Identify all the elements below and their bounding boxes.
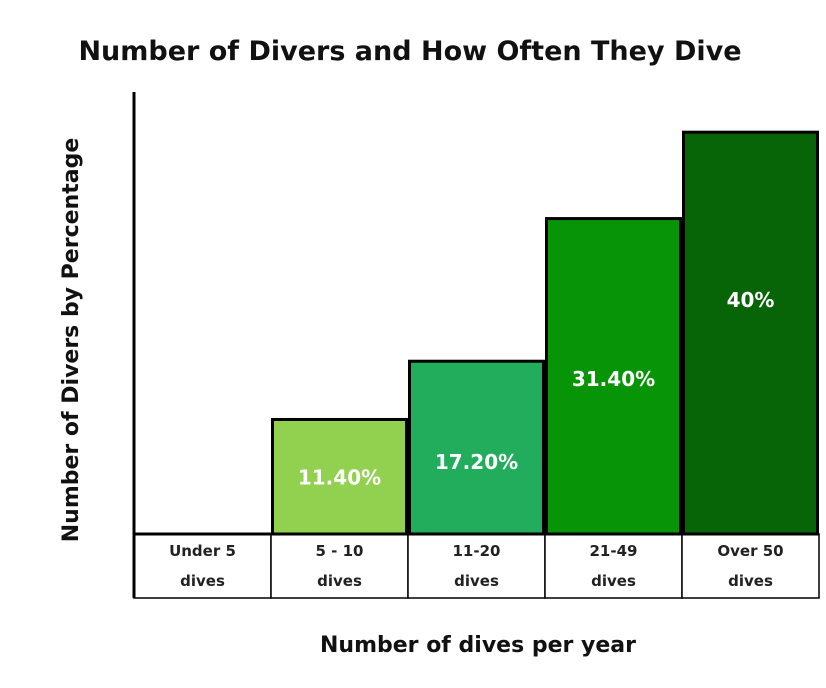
category-cell (681, 533, 820, 599)
category-label: 5 - 10 (316, 542, 364, 560)
category-label: dives (317, 572, 362, 590)
category-label: 11-20 (453, 542, 501, 560)
category-label: Over 50 (717, 542, 783, 560)
bar (408, 359, 545, 536)
y-axis-label: Number of Divers by Percentage (59, 138, 84, 543)
data-label: 31.40% (572, 367, 655, 391)
category-label: 21-49 (590, 542, 638, 560)
category-cell (133, 533, 272, 599)
x-axis-label: Number of dives per year (320, 633, 636, 658)
category-label: Under 5 (169, 542, 236, 560)
category-label: dives (728, 572, 773, 590)
category-label: dives (454, 572, 499, 590)
category-table: Under 5 dives 5 - 10 dives 11-20 dives 21-49 di… (133, 532, 820, 599)
data-label: 11.40% (298, 466, 381, 490)
category-cell (544, 533, 683, 599)
bar (682, 130, 819, 536)
bars-layer: 11.40% 17.20% 31.40% 40% (271, 130, 819, 536)
data-label: 17.20% (435, 450, 518, 474)
chart-title: Number of Divers and How Often They Dive (78, 36, 741, 67)
bar (271, 417, 408, 536)
data-label: 40% (727, 288, 775, 312)
category-label: dives (591, 572, 636, 590)
category-label: dives (180, 572, 225, 590)
category-cell (270, 533, 409, 599)
